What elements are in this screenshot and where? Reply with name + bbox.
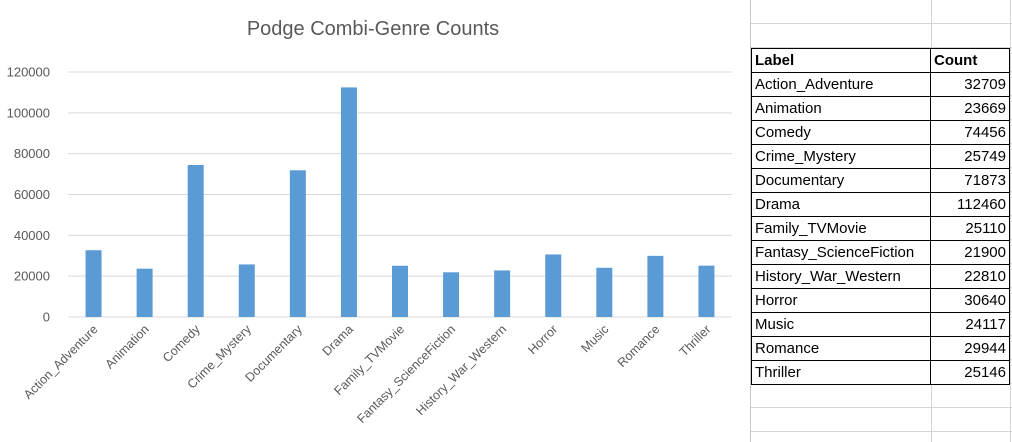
x-tick-label: Romance: [615, 322, 663, 370]
label-cell[interactable]: Horror: [751, 288, 931, 313]
bar-fantasy-sciencefiction[interactable]: [443, 272, 460, 317]
x-axis-ticks: Action_Adventure Animation ComedyCrime_Mys…: [21, 322, 714, 426]
bar-history-war-western[interactable]: [494, 270, 511, 317]
bar-music[interactable]: [596, 267, 613, 317]
x-tick-label: Fantasy_ScienceFiction: [354, 322, 458, 426]
y-tick-label: 20000: [14, 269, 50, 284]
count-cell[interactable]: 71873: [930, 168, 1010, 193]
x-tick-label: Music: [578, 322, 611, 355]
bar-chart: Podge Combi-Genre Counts 0 20000 40000 6000…: [7, 18, 732, 426]
table-row: Animation 23669: [751, 96, 1010, 121]
table-row: Thriller 25146: [751, 360, 1010, 385]
spreadsheet-panel: Label Count Action_Adventure 32709 Animat…: [750, 0, 1012, 442]
y-tick-label: 100000: [7, 105, 50, 120]
y-tick-label: 40000: [14, 228, 50, 243]
label-cell[interactable]: Fantasy_ScienceFiction: [751, 240, 931, 265]
label-cell[interactable]: Romance: [751, 336, 931, 361]
y-tick-label: 0: [43, 310, 50, 325]
table-header-row: Label Count: [751, 48, 1010, 73]
table-row: Fantasy_ScienceFiction 21900: [751, 240, 1010, 265]
count-cell[interactable]: 74456: [930, 120, 1010, 145]
bars: [85, 87, 715, 317]
data-table: Label Count Action_Adventure 32709 Animat…: [751, 48, 1010, 385]
label-column-header[interactable]: Label: [751, 48, 931, 73]
table-row: Documentary 71873: [751, 168, 1010, 193]
label-cell[interactable]: Crime_Mystery: [751, 144, 931, 169]
count-cell[interactable]: 112460: [930, 192, 1010, 217]
y-axis-ticks: 0 20000 40000 60000 80000 100000 120000: [7, 65, 50, 325]
y-tick-label: 60000: [14, 187, 50, 202]
label-cell[interactable]: Thriller: [751, 360, 931, 385]
count-cell[interactable]: 32709: [930, 72, 1010, 97]
label-cell[interactable]: Action_Adventure: [751, 72, 931, 97]
label-cell[interactable]: Drama: [751, 192, 931, 217]
count-cell[interactable]: 25146: [930, 360, 1010, 385]
x-tick-label: Comedy: [160, 322, 203, 365]
bar-horror[interactable]: [545, 254, 562, 317]
bar-drama[interactable]: [340, 87, 357, 317]
chart-area: Podge Combi-Genre Counts 0 20000 40000 6000…: [6, 18, 732, 426]
table-row: Action_Adventure 32709: [751, 72, 1010, 97]
count-cell[interactable]: 30640: [930, 288, 1010, 313]
x-tick-label: Animation: [103, 322, 152, 371]
count-cell[interactable]: 25749: [930, 144, 1010, 169]
table-row: Family_TVMovie 25110: [751, 216, 1010, 241]
label-cell[interactable]: Family_TVMovie: [751, 216, 931, 241]
bar-documentary[interactable]: [289, 170, 306, 317]
bar-family-tvmovie[interactable]: [392, 265, 408, 317]
bar-action-adventure[interactable]: [85, 250, 102, 317]
x-tick-label: Thriller: [677, 322, 714, 359]
count-cell[interactable]: 22810: [930, 264, 1010, 289]
label-cell[interactable]: Music: [751, 312, 931, 337]
label-cell[interactable]: Animation: [751, 96, 931, 121]
bar-comedy[interactable]: [187, 164, 204, 317]
x-tick-label: Action_Adventure: [21, 322, 101, 402]
label-cell[interactable]: History_War_Western: [751, 264, 931, 289]
count-column-header[interactable]: Count: [930, 48, 1010, 73]
bar-animation[interactable]: [136, 268, 153, 317]
x-tick-label: Horror: [525, 322, 560, 357]
x-tick-label: Drama: [320, 322, 356, 358]
label-cell[interactable]: Documentary: [751, 168, 931, 193]
gridlines: [68, 71, 732, 318]
table-row: Comedy 74456: [751, 120, 1010, 145]
table-row: Crime_Mystery 25749: [751, 144, 1010, 169]
x-tick-label: History_War_Western: [413, 322, 509, 418]
bar-romance[interactable]: [647, 255, 664, 317]
table-row: Horror 30640: [751, 288, 1010, 313]
count-cell[interactable]: 23669: [930, 96, 1010, 121]
chart-title: Podge Combi-Genre Counts: [247, 18, 499, 40]
table-row: Drama 112460: [751, 192, 1010, 217]
label-cell[interactable]: Comedy: [751, 120, 931, 145]
count-cell[interactable]: 24117: [930, 312, 1010, 337]
count-cell[interactable]: 21900: [930, 240, 1010, 265]
y-tick-label: 80000: [14, 146, 50, 161]
table-row: Romance 29944: [751, 336, 1010, 361]
bar-thriller[interactable]: [698, 265, 715, 317]
count-cell[interactable]: 29944: [930, 336, 1010, 361]
bar-crime-mystery[interactable]: [238, 264, 255, 317]
count-cell[interactable]: 25110: [930, 216, 1010, 241]
table-row: History_War_Western 22810: [751, 264, 1010, 289]
table-row: Music 24117: [751, 312, 1010, 337]
y-tick-label: 120000: [7, 65, 50, 80]
